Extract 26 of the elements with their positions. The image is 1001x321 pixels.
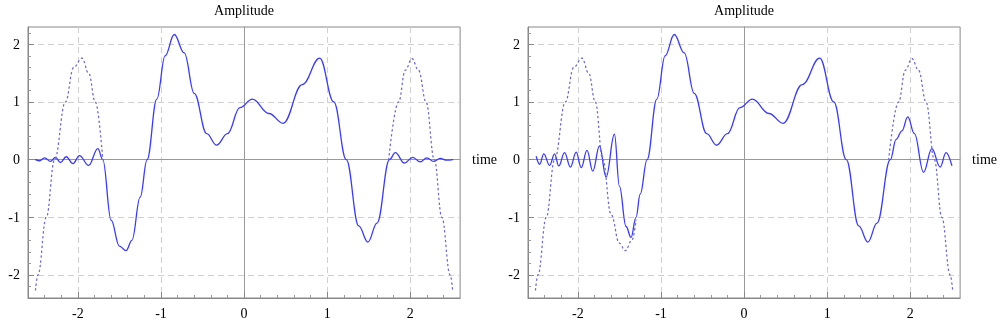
y-tick-label: -2 <box>508 267 520 283</box>
x-tick-label: -1 <box>155 305 167 321</box>
x-tick-label: -2 <box>72 305 84 321</box>
y-tick-label: -1 <box>508 209 520 225</box>
y-tick-label: 0 <box>13 152 20 168</box>
x-tick-label: 2 <box>906 305 914 321</box>
line-series <box>34 33 454 252</box>
x-tick-label: 2 <box>406 305 414 321</box>
x-tick-label: 0 <box>740 305 748 321</box>
x-tick-label: 1 <box>823 305 831 321</box>
x-tick-label: 0 <box>240 305 248 321</box>
x-tick-label: -1 <box>655 305 667 321</box>
y-tick-label: 2 <box>513 36 520 52</box>
y-axis-title: Amplitude <box>214 2 274 18</box>
line-series <box>535 33 953 243</box>
y-tick-label: 1 <box>13 94 20 110</box>
y-tick-label: 2 <box>13 36 20 52</box>
y-tick-label: 0 <box>513 152 520 168</box>
x-tick-label: 1 <box>323 305 331 321</box>
y-tick-label: -1 <box>8 209 20 225</box>
x-axis-title: time <box>472 152 498 168</box>
y-tick-label: 1 <box>513 94 520 110</box>
x-axis-title: time <box>972 152 998 168</box>
y-axis-title: Amplitude <box>714 2 774 18</box>
x-tick-label: -2 <box>572 305 584 321</box>
y-tick-label: -2 <box>8 267 20 283</box>
